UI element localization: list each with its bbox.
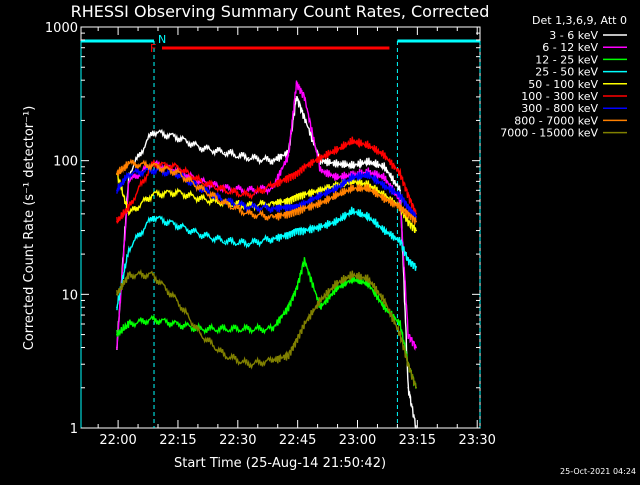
x-tick-label: 23:00 bbox=[339, 433, 376, 448]
timestamp: 25-Oct-2021 04:24 bbox=[560, 467, 636, 476]
plot-frame bbox=[80, 26, 481, 429]
data-point bbox=[175, 323, 178, 325]
series-line bbox=[116, 257, 417, 389]
y-tick-label: 10 bbox=[61, 288, 78, 303]
series-6-12-kev bbox=[116, 80, 417, 351]
series-line bbox=[116, 172, 417, 234]
legend-label: 300 - 800 keV bbox=[521, 102, 598, 115]
legend-label: 7000 - 15000 keV bbox=[500, 127, 598, 140]
series-line bbox=[116, 136, 417, 224]
series-12-25-kev bbox=[116, 257, 417, 389]
legend-label: 800 - 7000 keV bbox=[514, 114, 598, 127]
x-tick-label: 22:00 bbox=[99, 433, 136, 448]
series-800-7000-kev bbox=[116, 158, 417, 225]
x-tick-label: 23:30 bbox=[458, 433, 495, 448]
legend-label: 100 - 300 keV bbox=[521, 90, 598, 103]
x-axis-label: Start Time (25-Aug-14 21:50:42) bbox=[174, 456, 386, 471]
data-point bbox=[223, 240, 226, 242]
chart-title: RHESSI Observing Summary Count Rates, Co… bbox=[71, 2, 490, 21]
series-line bbox=[116, 165, 417, 221]
y-axis-label: Corrected Count Rate (s⁻¹ detector⁻¹) bbox=[22, 106, 37, 351]
series-line bbox=[116, 158, 417, 225]
series-line bbox=[116, 206, 417, 311]
series-line bbox=[116, 96, 417, 429]
legend-label: 50 - 100 keV bbox=[528, 78, 598, 91]
data-point bbox=[223, 151, 226, 154]
legend-label: 3 - 6 keV bbox=[549, 29, 598, 42]
legend-label: 6 - 12 keV bbox=[542, 41, 598, 54]
series-3-6-kev bbox=[116, 96, 417, 429]
series-25-50-kev bbox=[116, 206, 417, 311]
annotation-layer: NF bbox=[80, 33, 481, 428]
plot-area bbox=[80, 26, 481, 429]
x-tick-label: 22:30 bbox=[219, 433, 256, 448]
y-tick-label: 1 bbox=[70, 422, 78, 437]
flare-marker-label: F bbox=[150, 42, 156, 55]
x-tick-label: 22:45 bbox=[279, 433, 316, 448]
night-marker-label: N bbox=[158, 33, 166, 46]
x-tick-label: 22:15 bbox=[159, 433, 196, 448]
x-tick-label: 23:15 bbox=[399, 433, 436, 448]
series-line bbox=[116, 80, 417, 351]
series-7000-15000-kev bbox=[116, 268, 417, 389]
series-layer bbox=[116, 80, 417, 429]
data-point bbox=[247, 242, 250, 245]
series-50-100-kev bbox=[116, 172, 417, 234]
legend-label: 12 - 25 keV bbox=[535, 53, 598, 66]
series-line bbox=[116, 268, 417, 389]
series-100-300-kev bbox=[116, 136, 417, 224]
legend-label: 25 - 50 keV bbox=[535, 66, 598, 79]
axis-layer: 1 10 100 1000 22:00 22:15 22:30 22:45 23:00 23:15… bbox=[45, 21, 496, 448]
y-tick-label: 1000 bbox=[45, 21, 78, 36]
data-point bbox=[247, 206, 250, 208]
y-tick-label: 100 bbox=[53, 155, 78, 170]
legend-header: Det 1,3,6,9, Att 0 bbox=[532, 14, 627, 27]
